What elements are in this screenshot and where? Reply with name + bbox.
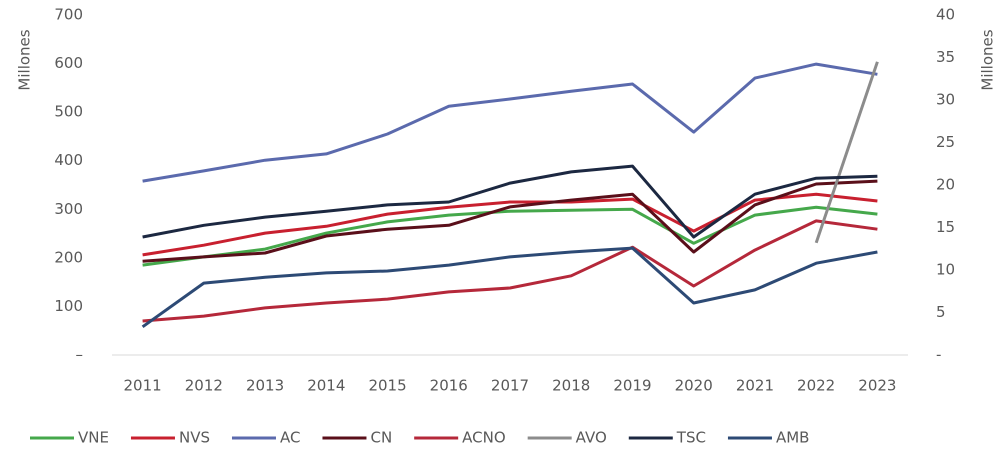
y-axis-label: Millones — [16, 29, 34, 90]
x-tick-label: 2018 — [552, 377, 590, 395]
series-line — [142, 219, 878, 323]
series-line — [142, 164, 878, 239]
y2-tick-label: 40 — [936, 6, 955, 24]
y2-axis-label: Millones — [979, 29, 997, 90]
x-tick-label: 2012 — [185, 377, 223, 395]
y-tick-label: 700 — [54, 6, 83, 24]
legend-label: VNE — [78, 429, 109, 447]
y-tick-label: 100 — [54, 297, 83, 315]
x-tick-label: 2023 — [858, 377, 896, 395]
x-tick-label: 2020 — [675, 377, 713, 395]
y-tick-label: 600 — [54, 54, 83, 72]
legend-label: AC — [280, 429, 300, 447]
y-tick-label: 300 — [54, 200, 83, 218]
x-tick-label: 2011 — [124, 377, 162, 395]
y2-tick-label: 15 — [936, 218, 955, 236]
y2-tick-label: 30 — [936, 91, 955, 109]
x-tick-label: 2013 — [246, 377, 284, 395]
y2-tick-label: 10 — [936, 261, 955, 279]
y-tick-label: 500 — [54, 103, 83, 121]
series-line — [142, 179, 878, 263]
series-line — [142, 192, 878, 257]
series-line — [142, 62, 878, 183]
legend-label: NVS — [179, 429, 210, 447]
x-tick-label: 2014 — [307, 377, 345, 395]
series-line — [141, 246, 878, 329]
y2-tick-label: 35 — [936, 48, 955, 66]
x-tick-label: 2016 — [430, 377, 468, 395]
y2-tick-label: 25 — [936, 133, 955, 151]
y-tick-label: – — [76, 346, 84, 364]
series-line — [814, 61, 879, 244]
x-tick-label: 2017 — [491, 377, 529, 395]
x-tick-label: 2019 — [613, 377, 651, 395]
legend-label: AMB — [776, 429, 810, 447]
legend-label: CN — [370, 429, 392, 447]
x-tick-label: 2015 — [368, 377, 406, 395]
x-tick-label: 2022 — [797, 377, 835, 395]
y2-tick-label: 5 — [936, 303, 946, 321]
legend-label: ACNO — [462, 429, 506, 447]
y2-tick-label: - — [936, 346, 941, 364]
y-tick-label: 400 — [54, 151, 83, 169]
x-tick-label: 2021 — [736, 377, 774, 395]
y-tick-label: 200 — [54, 248, 83, 266]
y2-tick-label: 20 — [936, 176, 955, 194]
legend-label: TSC — [676, 429, 706, 447]
series-line — [142, 205, 878, 267]
legend-label: AVO — [576, 429, 607, 447]
